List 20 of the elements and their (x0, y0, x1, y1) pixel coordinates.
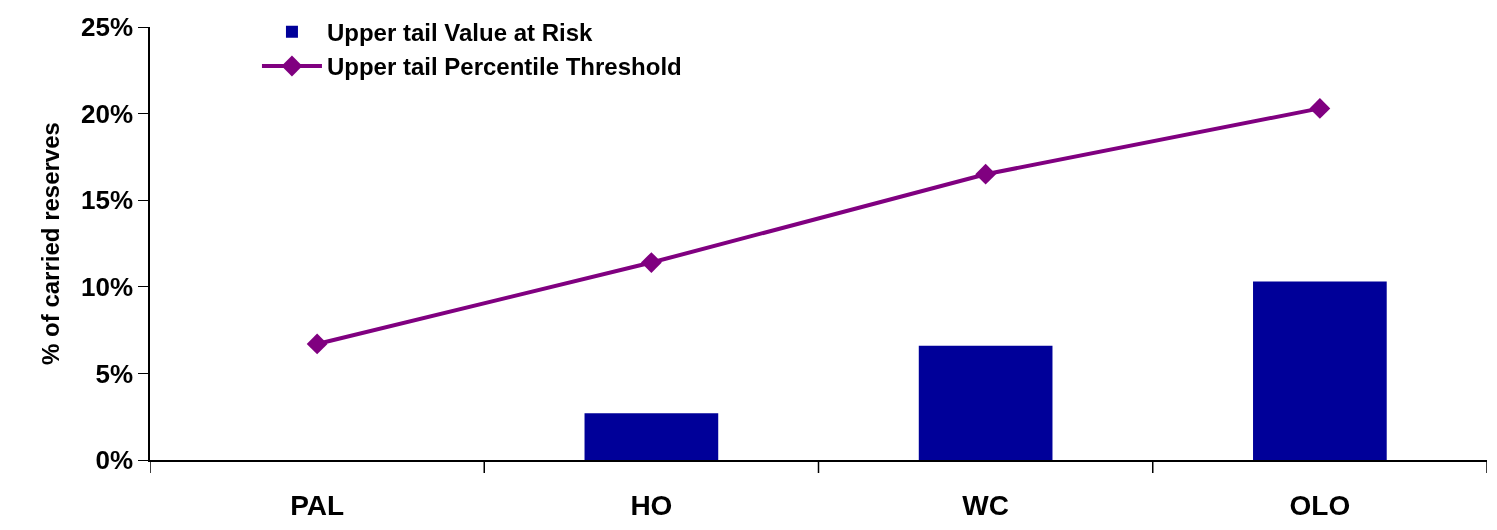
legend-label: Upper tail Value at Risk (326, 19, 594, 47)
y-tick-label: 20% (81, 98, 134, 129)
point (975, 163, 997, 185)
x-tick-label: PAL (290, 490, 345, 522)
x-tick-label: OLO (1289, 490, 1351, 522)
y-tick-label: 0% (95, 445, 134, 476)
y-tick-label: 15% (81, 185, 134, 216)
x-tick-label: WC (962, 490, 1009, 522)
bar (584, 413, 719, 460)
bar (918, 345, 1053, 460)
point (1309, 98, 1331, 119)
legend-label: Upper tail Percentile Threshold (326, 53, 682, 81)
y-tick-label: 10% (81, 271, 134, 302)
y-tick-label: 25% (81, 12, 134, 43)
y-tick-label: 5% (95, 358, 134, 389)
point (640, 252, 662, 273)
point (306, 333, 328, 355)
x-tick-label: HO (630, 490, 673, 522)
bar (1253, 281, 1387, 460)
y-axis-title: % of carried reserves (36, 122, 64, 365)
